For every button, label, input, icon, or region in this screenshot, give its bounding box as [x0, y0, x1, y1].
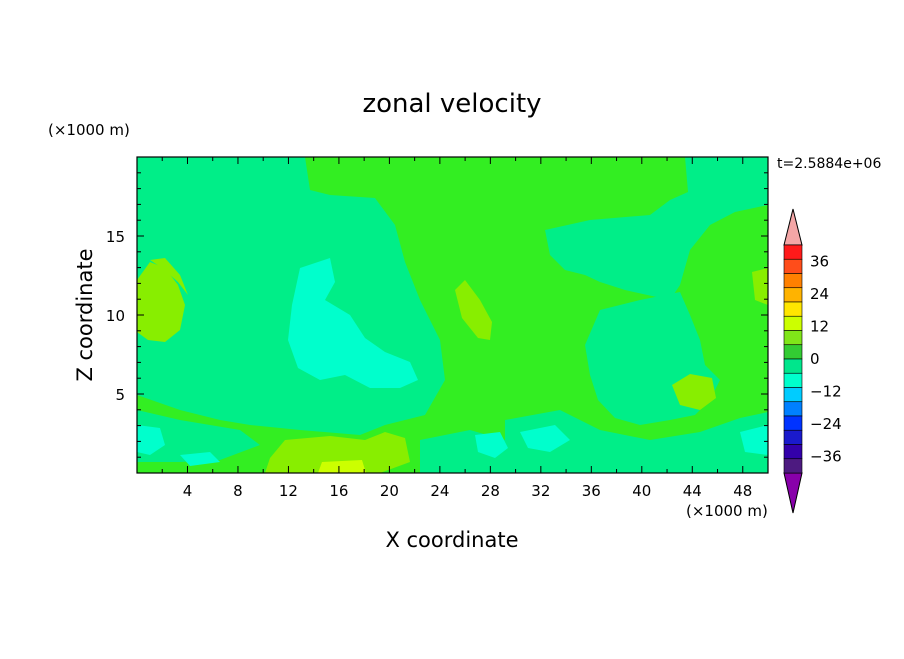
- colorbar-segment: [783, 273, 803, 289]
- x-tick-label: 20: [380, 482, 399, 500]
- colorbar-segment: [783, 244, 803, 260]
- x-tick-label: 12: [279, 482, 298, 500]
- region-bottom-mid-moderate-negative: [520, 425, 570, 452]
- x-tick-label: 32: [531, 482, 550, 500]
- colorbar-tick-label: 36: [810, 252, 829, 270]
- y-tick-label: 10: [106, 307, 125, 325]
- colorbar-segment: [783, 287, 803, 303]
- colorbar-segment: [783, 415, 803, 431]
- colorbar-segment: [783, 330, 803, 346]
- colorbar-segment: [783, 315, 803, 331]
- x-tick-label: 44: [683, 482, 702, 500]
- colorbar-tick-label: −24: [810, 415, 842, 433]
- colorbar-tick-label: 0: [810, 350, 820, 368]
- colorbar-segment: [783, 301, 803, 317]
- colorbar-tick-label: −36: [810, 448, 842, 466]
- x-tick-label: 8: [233, 482, 243, 500]
- region-right-moderate-positive: [672, 374, 716, 410]
- x-axis-label: X coordinate: [385, 528, 518, 552]
- colorbar-under-arrow: [783, 472, 803, 514]
- colorbar-tick-label: 24: [810, 285, 829, 303]
- region-bottom-left2-moderate-negative: [180, 452, 220, 466]
- region-bottom-right-negative: [505, 410, 768, 473]
- region-bottom-strip-negative: [137, 410, 260, 462]
- colorbar-segment: [783, 429, 803, 445]
- time-label: t=2.5884e+06: [777, 156, 881, 172]
- x-tick-label: 36: [582, 482, 601, 500]
- y-axis-label: Z coordinate: [73, 248, 97, 381]
- colorbar-segment: [783, 458, 803, 474]
- region-bottom-moderate-positive: [265, 432, 410, 473]
- colorbar-segment: [783, 387, 803, 403]
- x-tick-label: 4: [183, 482, 193, 500]
- colorbar-segment: [783, 401, 803, 417]
- colorbar: 36 24 12 0 −12 −24 −36: [783, 208, 842, 514]
- region-right-edge-positive: [752, 268, 768, 305]
- colorbar-segment: [783, 344, 803, 360]
- x-axis-ticks: 4 8 12 16 20 24 28 32 36 40 44 48: [161, 157, 752, 500]
- colorbar-over-arrow: [783, 208, 803, 246]
- region-bottom-center-moderate-negative: [475, 432, 508, 458]
- region-center-streak-positive: [455, 280, 492, 340]
- region-bottom-left-moderate-negative: [137, 425, 165, 455]
- y-axis-ticks: 5 10 15: [106, 172, 768, 458]
- region-left-streak-positive: [150, 258, 188, 295]
- chart-title: zonal velocity: [362, 89, 541, 119]
- y-unit-label: (×1000 m): [48, 121, 130, 139]
- y-tick-label: 5: [115, 386, 125, 404]
- colorbar-segment: [783, 372, 803, 388]
- region-left-moderate-positive: [137, 262, 185, 342]
- colorbar-segment: [783, 444, 803, 460]
- region-bottom-strong-positive: [318, 460, 366, 473]
- x-tick-label: 48: [733, 482, 752, 500]
- x-tick-label: 40: [632, 482, 651, 500]
- x-tick-label: 24: [430, 482, 449, 500]
- region-center-moderate-negative: [288, 258, 418, 388]
- colorbar-tick-label: −12: [810, 383, 842, 401]
- region-top-right-negative: [545, 157, 768, 300]
- colorbar-tick-label: 12: [810, 317, 829, 335]
- x-tick-label: 16: [329, 482, 348, 500]
- velocity-field: [137, 157, 768, 473]
- colorbar-segment: [783, 258, 803, 274]
- region-bottom-right-moderate-negative: [740, 425, 768, 455]
- y-tick-label: 15: [106, 228, 125, 246]
- x-unit-label: (×1000 m): [686, 502, 768, 520]
- colorbar-segment: [783, 358, 803, 374]
- x-tick-label: 28: [481, 482, 500, 500]
